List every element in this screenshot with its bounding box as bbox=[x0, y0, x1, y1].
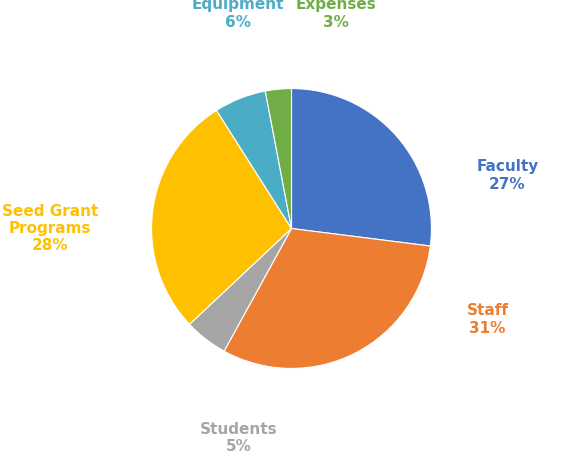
Text: Students
5%: Students 5% bbox=[199, 422, 277, 454]
Wedge shape bbox=[189, 228, 292, 351]
Text: Capital
Equipment
6%: Capital Equipment 6% bbox=[192, 0, 285, 30]
Wedge shape bbox=[224, 228, 430, 368]
Wedge shape bbox=[265, 89, 292, 228]
Text: Operating
Expenses
3%: Operating Expenses 3% bbox=[293, 0, 380, 30]
Text: Faculty
27%: Faculty 27% bbox=[476, 159, 539, 191]
Wedge shape bbox=[152, 110, 292, 324]
Wedge shape bbox=[216, 91, 292, 228]
Text: Staff
31%: Staff 31% bbox=[466, 303, 508, 335]
Text: Seed Grant
Programs
28%: Seed Grant Programs 28% bbox=[2, 204, 99, 253]
Wedge shape bbox=[292, 89, 431, 246]
